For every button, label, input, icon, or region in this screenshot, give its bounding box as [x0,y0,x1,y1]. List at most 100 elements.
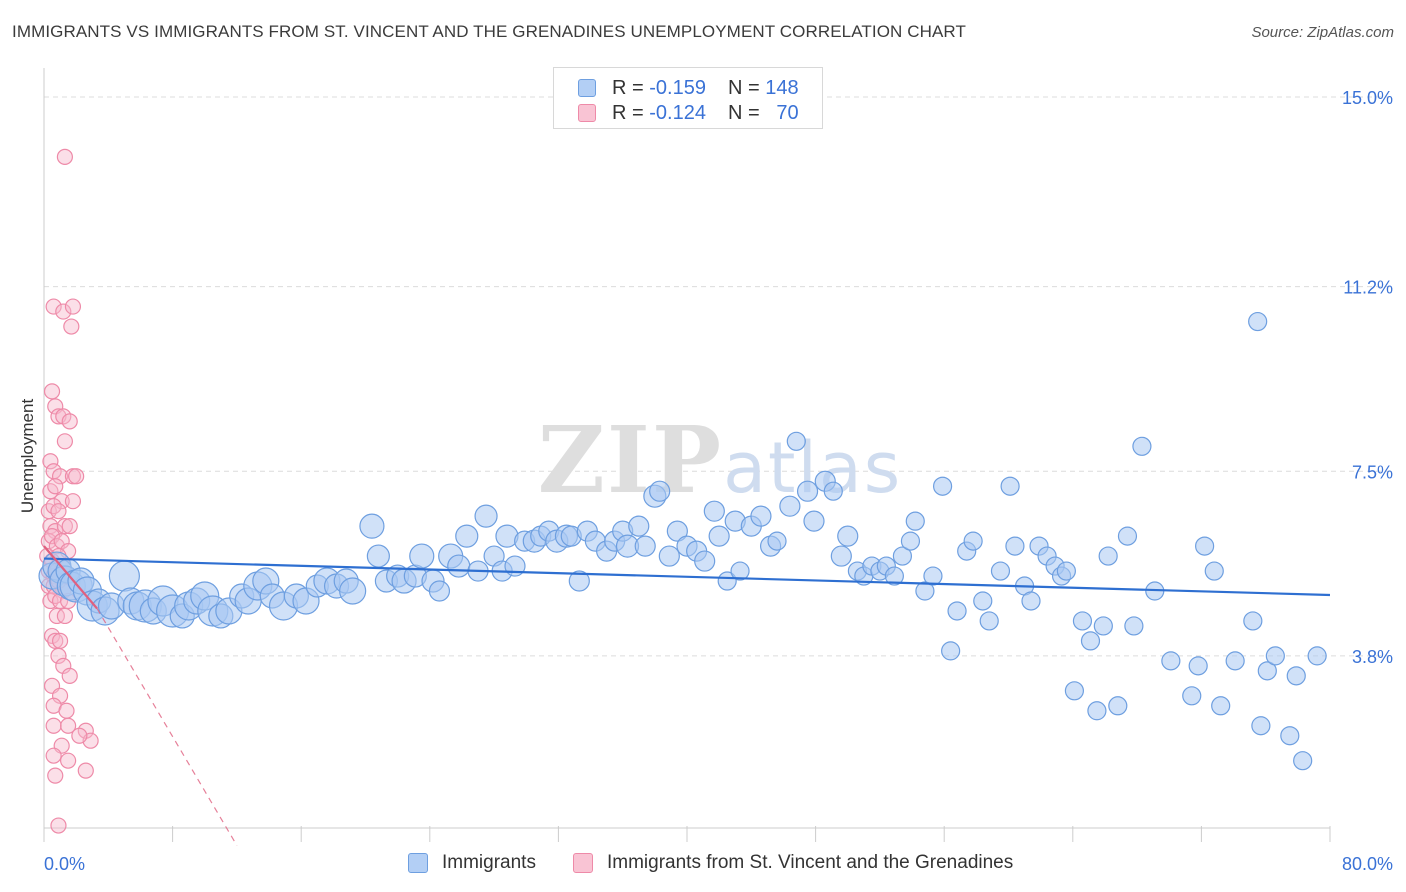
legend-n-label: N = [727,76,760,99]
data-point-st-vincent [47,478,64,495]
legend-n-value: 70 [776,101,799,124]
data-point-immigrants [1072,611,1093,631]
data-point-st-vincent [55,408,72,425]
data-point-st-vincent [43,383,61,400]
data-point-immigrants [1124,616,1144,636]
data-point-st-vincent [64,493,82,510]
data-point-st-vincent [51,468,69,485]
series-immigrants [38,311,1327,771]
data-point-immigrants [990,561,1011,581]
data-point-st-vincent [63,318,80,335]
data-point-immigrants [694,550,716,572]
data-point-immigrants [474,504,498,528]
data-point-st-vincent [56,518,73,535]
data-point-st-vincent [42,453,59,470]
legend-item-st-vincent[interactable]: Immigrants from St. Vincent and the Gren… [573,852,1013,874]
data-point-immigrants [628,515,650,537]
data-point-st-vincent [51,687,69,704]
legend-swatch-pink [573,853,593,873]
data-point-immigrants [1243,611,1263,631]
data-point-st-vincent [43,528,61,545]
data-point-immigrants [1280,726,1300,746]
source-label: Source: ZipAtlas.com [1251,24,1394,41]
data-point-immigrants [717,571,737,591]
data-point-immigrants [108,560,140,592]
data-point-st-vincent [45,298,62,315]
data-point-immigrants [941,641,961,661]
data-point-st-vincent [50,647,67,664]
data-point-immigrants [905,511,925,531]
data-point-immigrants [796,480,819,502]
data-point-st-vincent [58,702,75,719]
y-tick-label: 3.8% [1352,647,1393,667]
data-point-st-vincent [55,303,72,320]
data-point-immigrants [750,505,772,527]
legend-label-immigrants: Immigrants [442,852,536,873]
data-point-immigrants [1204,561,1224,581]
legend-r-value: -0.159 [649,76,706,99]
data-point-immigrants [803,510,825,532]
data-point-immigrants [359,513,385,539]
legend-row-immigrants: R = -0.159 N = 148 [578,76,799,100]
data-point-immigrants [767,531,787,551]
data-point-immigrants [1093,616,1113,636]
data-point-immigrants [1293,751,1313,771]
axis-labels: 3.8% 7.5% 11.2% 15.0% 0.0% 80.0% Unemployment [18,88,1393,874]
data-point-immigrants [1182,686,1202,706]
y-axis-title: Unemployment [18,399,37,514]
data-point-st-vincent [56,433,73,450]
x-tick-label-max: 80.0% [1342,854,1393,874]
data-point-st-vincent [45,717,62,734]
legend-r-label: R = [612,101,644,124]
data-point-immigrants [963,531,983,551]
data-point-st-vincent [56,148,73,165]
data-point-st-vincent [68,468,85,485]
data-point-immigrants [1098,546,1118,566]
data-point-immigrants [568,570,590,592]
y-tick-label: 11.2% [1343,278,1393,298]
correlation-legend: R = -0.159 N = 148 R = -0.124 N = 70 [553,67,823,129]
data-point-immigrants [779,495,801,517]
data-point-immigrants [915,581,935,601]
data-point-st-vincent [77,722,94,739]
data-point-st-vincent [47,767,64,784]
data-point-st-vincent [50,503,67,520]
data-point-immigrants [1195,536,1215,556]
data-point-immigrants [1132,436,1152,456]
watermark: ZIPatlas [538,406,903,514]
legend-swatch-blue [408,853,428,873]
legend-swatch-blue [578,79,596,97]
data-point-immigrants [1117,526,1138,546]
data-point-st-vincent [55,657,72,674]
data-point-immigrants [830,545,852,567]
chart-title: IMMIGRANTS VS IMMIGRANTS FROM ST. VINCEN… [12,22,966,41]
data-point-immigrants [447,554,471,578]
series-legend: Immigrants Immigrants from St. Vincent a… [0,852,1406,876]
watermark-zip: ZIP [538,406,723,514]
data-point-immigrants [932,476,953,496]
data-point-st-vincent [60,717,77,734]
data-point-immigrants [823,481,843,501]
data-point-immigrants [409,543,435,569]
data-point-st-vincent [50,817,67,834]
legend-item-immigrants[interactable]: Immigrants [408,852,536,874]
series-st-vincent [39,148,99,834]
data-point-st-vincent [56,607,73,625]
trend-line-immigrants [43,557,1331,597]
grid-lines [44,96,1392,657]
data-point-immigrants [1064,681,1085,701]
data-point-st-vincent [71,727,88,744]
data-point-immigrants [455,524,479,548]
data-point-immigrants [339,577,367,605]
data-point-immigrants [666,520,688,542]
data-point-immigrants [973,591,993,611]
data-point-immigrants [1211,696,1231,716]
legend-r-value: -0.124 [649,101,706,124]
data-point-immigrants [1265,646,1285,666]
data-point-st-vincent [51,632,69,650]
data-point-immigrants [1087,701,1107,721]
data-point-immigrants [900,531,921,551]
data-point-st-vincent [61,518,78,535]
data-point-immigrants [1225,651,1245,671]
